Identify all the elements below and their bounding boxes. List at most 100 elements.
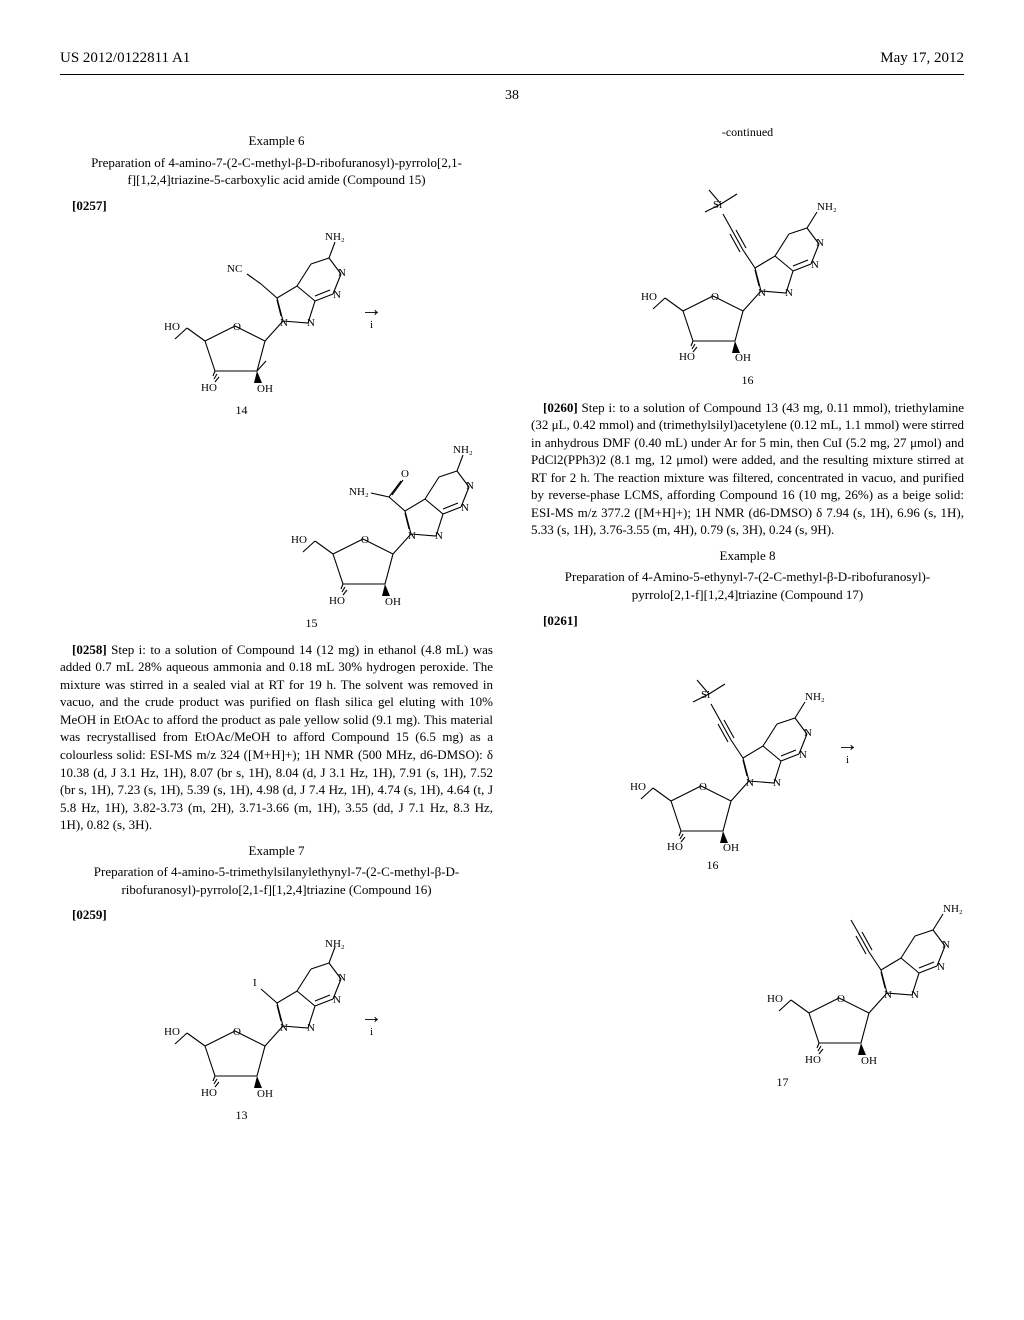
svg-text:N: N bbox=[280, 317, 288, 329]
arrow-label-i: i bbox=[355, 1025, 389, 1040]
svg-text:HO: HO bbox=[329, 595, 345, 607]
structure-16-top: O HO HO OH N N N N NH₂ bbox=[531, 146, 964, 366]
svg-text:NH₂: NH₂ bbox=[805, 691, 825, 703]
svg-text:OH: OH bbox=[385, 596, 401, 608]
left-column: Example 6 Preparation of 4-amino-7-(2-C-… bbox=[60, 124, 493, 1133]
svg-text:NH₂: NH₂ bbox=[817, 201, 837, 213]
svg-text:N: N bbox=[773, 777, 781, 789]
svg-text:NH₂: NH₂ bbox=[325, 231, 345, 243]
page-header: US 2012/0122811 A1 May 17, 2012 bbox=[60, 48, 964, 68]
scheme-ex6: O HO HO OH bbox=[60, 220, 493, 406]
structure-17: O HO HO OH N N N N NH₂ bbox=[531, 883, 964, 1068]
svg-text:O: O bbox=[837, 993, 845, 1005]
two-column-layout: Example 6 Preparation of 4-amino-7-(2-C-… bbox=[60, 124, 964, 1133]
svg-text:OH: OH bbox=[723, 842, 739, 851]
svg-text:N: N bbox=[338, 267, 346, 279]
svg-text:N: N bbox=[785, 287, 793, 299]
svg-text:O: O bbox=[361, 534, 369, 546]
structure-16-bottom: O HO HO OH N N N N bbox=[631, 641, 831, 851]
svg-text:N: N bbox=[461, 502, 469, 514]
svg-text:N: N bbox=[333, 994, 341, 1006]
svg-text:N: N bbox=[408, 530, 416, 542]
scheme-ex7-start: O HO HO OH N N N N bbox=[60, 930, 493, 1111]
example-7-prep: Preparation of 4-amino-5-trimethylsilany… bbox=[60, 863, 493, 898]
svg-text:HO: HO bbox=[767, 993, 783, 1005]
svg-text:HO: HO bbox=[201, 1087, 217, 1099]
example-8-title: Example 8 bbox=[531, 547, 964, 565]
arrow-ex7: → i bbox=[355, 1001, 389, 1040]
svg-text:O: O bbox=[233, 321, 241, 333]
svg-text:N: N bbox=[937, 961, 945, 973]
svg-text:N: N bbox=[307, 1022, 315, 1034]
svg-text:OH: OH bbox=[735, 352, 751, 364]
svg-text:HO: HO bbox=[641, 291, 657, 303]
para-0259: [0259] bbox=[60, 906, 493, 924]
para-0259-num: [0259] bbox=[72, 907, 107, 922]
svg-text:HO: HO bbox=[631, 781, 646, 793]
arrow-ex8: → i bbox=[831, 729, 865, 768]
header-rule bbox=[60, 74, 964, 75]
svg-text:HO: HO bbox=[201, 382, 217, 394]
svg-text:N: N bbox=[758, 287, 766, 299]
compound-16-number-top: 16 bbox=[531, 372, 964, 388]
svg-text:N: N bbox=[911, 989, 919, 1001]
svg-text:N: N bbox=[746, 777, 754, 789]
svg-text:N: N bbox=[816, 237, 824, 249]
arrow-label-i: i bbox=[355, 318, 389, 333]
arrow-label-i: i bbox=[831, 753, 865, 768]
continued-label: -continued bbox=[531, 124, 964, 140]
svg-text:NH₂: NH₂ bbox=[943, 903, 963, 915]
structure-14: O HO HO OH bbox=[165, 226, 355, 396]
svg-text:OH: OH bbox=[257, 383, 273, 395]
svg-text:N: N bbox=[466, 480, 474, 492]
para-0258-num: [0258] bbox=[72, 642, 107, 657]
arrow-ex6: → i bbox=[355, 294, 389, 333]
svg-text:N: N bbox=[307, 317, 315, 329]
compound-14-number: 14 bbox=[0, 402, 493, 418]
example-6-prep: Preparation of 4-amino-7-(2-C-methyl-β-D… bbox=[60, 154, 493, 189]
svg-text:O: O bbox=[401, 468, 409, 480]
svg-text:NH₂: NH₂ bbox=[453, 444, 473, 456]
svg-text:NH₂: NH₂ bbox=[349, 486, 369, 498]
publication-number: US 2012/0122811 A1 bbox=[60, 48, 190, 68]
compound-15-number: 15 bbox=[130, 615, 493, 631]
svg-text:HO: HO bbox=[291, 534, 307, 546]
right-column: -continued O HO HO OH N N bbox=[531, 124, 964, 1133]
svg-text:N: N bbox=[338, 972, 346, 984]
compound-13-number: 13 bbox=[0, 1107, 493, 1123]
scheme-ex8: O HO HO OH N N N N bbox=[531, 635, 964, 861]
svg-text:N: N bbox=[942, 939, 950, 951]
svg-text:N: N bbox=[333, 289, 341, 301]
para-0260: [0260] Step i: to a solution of Compound… bbox=[531, 399, 964, 539]
svg-text:O: O bbox=[711, 291, 719, 303]
svg-text:N: N bbox=[811, 259, 819, 271]
svg-text:N: N bbox=[804, 727, 812, 739]
svg-text:O: O bbox=[233, 1026, 241, 1038]
structure-15: O HO HO OH N N N N NH₂ bbox=[60, 429, 493, 609]
para-0261: [0261] bbox=[531, 612, 964, 630]
compound-16-number-bottom: 16 bbox=[461, 857, 964, 873]
svg-text:HO: HO bbox=[165, 321, 180, 333]
page-number: 38 bbox=[60, 87, 964, 106]
para-0258-text: Step i: to a solution of Compound 14 (12… bbox=[60, 642, 493, 832]
example-6-title: Example 6 bbox=[60, 132, 493, 150]
structure-13: O HO HO OH N N N N bbox=[165, 936, 355, 1101]
svg-text:N: N bbox=[435, 530, 443, 542]
example-8-prep: Preparation of 4-Amino-5-ethynyl-7-(2-C-… bbox=[531, 568, 964, 603]
svg-text:HO: HO bbox=[679, 351, 695, 363]
svg-text:O: O bbox=[699, 781, 707, 793]
publication-date: May 17, 2012 bbox=[880, 48, 964, 68]
para-0258: [0258] Step i: to a solution of Compound… bbox=[60, 641, 493, 834]
svg-text:NH₂: NH₂ bbox=[325, 938, 345, 950]
compound-17-number: 17 bbox=[601, 1074, 964, 1090]
svg-text:OH: OH bbox=[257, 1088, 273, 1100]
svg-text:I: I bbox=[253, 977, 257, 989]
para-0261-num: [0261] bbox=[543, 613, 578, 628]
para-0257: [0257] bbox=[60, 197, 493, 215]
example-7-title: Example 7 bbox=[60, 842, 493, 860]
svg-text:NC: NC bbox=[227, 263, 242, 275]
svg-text:N: N bbox=[884, 989, 892, 1001]
svg-text:HO: HO bbox=[805, 1054, 821, 1066]
para-0257-num: [0257] bbox=[72, 198, 107, 213]
svg-text:OH: OH bbox=[861, 1055, 877, 1067]
